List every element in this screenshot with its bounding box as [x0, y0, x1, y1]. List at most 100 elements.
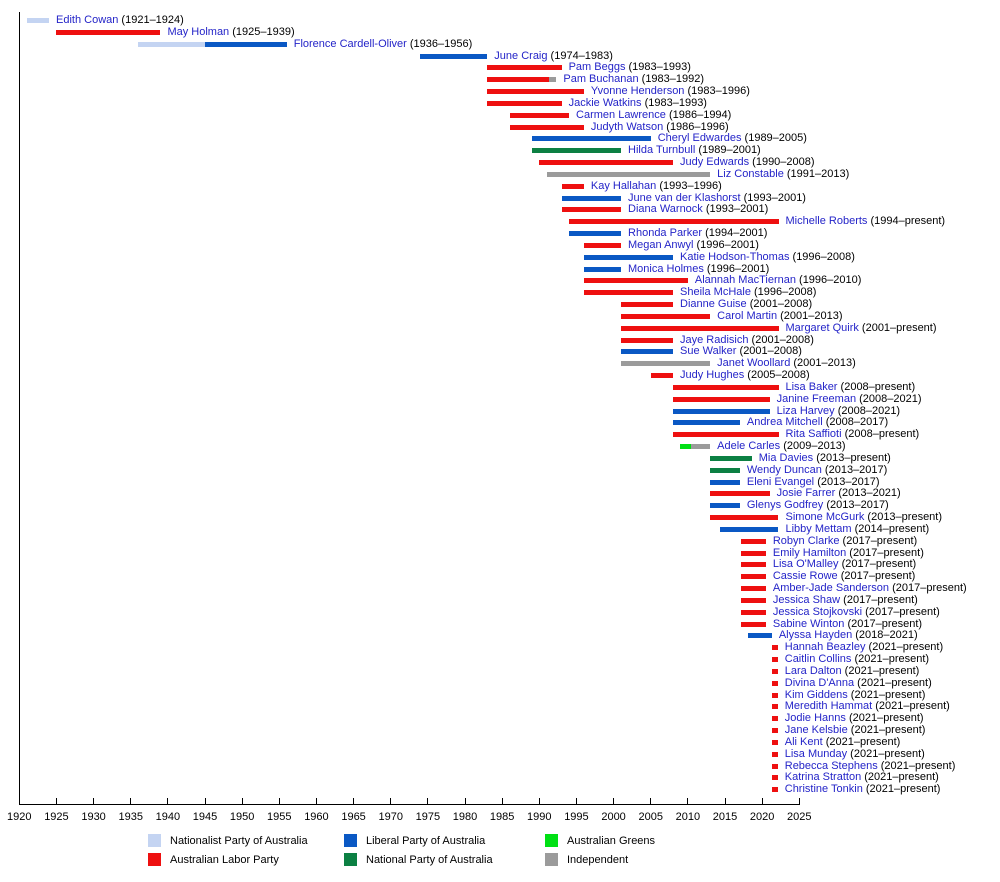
member-label: Janet Woollard (2001–2013) [717, 358, 856, 369]
member-years: (1983–1993) [641, 96, 707, 109]
member-name-link[interactable]: Wendy Duncan [746, 463, 822, 476]
timeline-row: Jaye Radisich (2001–2008) [0, 333, 1000, 346]
member-name-link[interactable]: Judy Hughes [680, 369, 745, 382]
axis-tick-label: 2015 [712, 811, 738, 823]
member-name-link[interactable]: Hilda Turnbull [628, 144, 696, 157]
member-name-link[interactable]: Ali Kent [784, 735, 823, 748]
member-name-link[interactable]: Jaye Radisich [680, 333, 749, 346]
member-name-link[interactable]: Rita Saffioti [785, 428, 842, 441]
member-name-link[interactable]: Alannah MacTiernan [694, 274, 796, 287]
member-name-link[interactable]: Christine Tonkin [784, 783, 863, 796]
member-name-link[interactable]: Michelle Roberts [785, 215, 868, 228]
member-name-link[interactable]: Mia Davies [758, 451, 814, 464]
member-name-link[interactable]: Diana Warnock [628, 203, 703, 216]
member-name-link[interactable]: Kim Giddens [784, 688, 848, 701]
member-name-link[interactable]: Cheryl Edwardes [657, 132, 742, 145]
member-name-link[interactable]: Jackie Watkins [568, 96, 642, 109]
member-name-link[interactable]: May Holman [167, 25, 230, 38]
member-name-link[interactable]: Carmen Lawrence [576, 108, 666, 121]
member-name-link[interactable]: Robyn Clarke [772, 534, 840, 547]
member-name-link[interactable]: Liza Harvey [776, 404, 835, 417]
member-name-link[interactable]: Megan Anwyl [628, 238, 694, 251]
member-name-link[interactable]: Adele Carles [717, 440, 781, 453]
member-name-link[interactable]: Katie Hodson-Thomas [680, 250, 790, 263]
member-name-link[interactable]: Liz Constable [717, 167, 784, 180]
member-name-link[interactable]: Pam Buchanan [563, 73, 639, 86]
member-name-link[interactable]: Judy Edwards [680, 156, 750, 169]
member-label: Eleni Evangel (2013–2017) [746, 475, 880, 488]
member-name-link[interactable]: Emily Hamilton [772, 546, 847, 559]
timeline-row: Alannah MacTiernan (1996–2010) [0, 275, 1000, 286]
member-name-link[interactable]: Meredith Hammat [784, 700, 873, 713]
timeline-row: Judy Hughes (2005–2008) [0, 370, 1000, 381]
member-name-link[interactable]: June van der Klashorst [628, 191, 741, 204]
member-years: (1936–1956) [406, 37, 473, 50]
member-name-link[interactable]: Lisa Baker [785, 380, 838, 393]
member-years: (2005–2008) [744, 369, 810, 382]
legend-label-nationalist: Nationalist Party of Australia [170, 835, 308, 847]
member-name-link[interactable]: Judyth Watson [590, 120, 664, 133]
member-name-link[interactable]: Edith Cowan [56, 14, 119, 26]
member-name-link[interactable]: Sabine Winton [772, 617, 845, 630]
member-label: Jaye Radisich (2001–2008) [680, 333, 814, 346]
member-name-link[interactable]: Hannah Beazley [784, 641, 866, 654]
axis-tick-label: 2020 [749, 811, 775, 823]
member-name-link[interactable]: Lisa O'Malley [772, 558, 839, 571]
member-years: (1990–2008) [749, 156, 815, 169]
member-years: (2021–present) [841, 664, 920, 677]
member-name-link[interactable]: Divina D'Anna [784, 676, 855, 689]
member-name-link[interactable]: Eleni Evangel [746, 475, 815, 488]
member-name-link[interactable]: Jodie Hanns [784, 712, 846, 725]
member-name-link[interactable]: Cassie Rowe [772, 570, 838, 583]
member-years: (1996–2008) [750, 286, 817, 299]
timeline-row: Megan Anwyl (1996–2001) [0, 238, 1000, 251]
axis-tick-label: 1975 [415, 811, 441, 823]
member-name-link[interactable]: Katrina Stratton [784, 771, 862, 784]
member-name-link[interactable]: Sheila McHale [680, 286, 751, 299]
member-name-link[interactable]: Florence Cardell-Oliver [293, 37, 407, 50]
timeline-row: Rhonda Parker (1994–2001) [0, 228, 1000, 239]
timeline-row: Jackie Watkins (1983–1993) [0, 96, 1000, 109]
timeline-row: Ali Kent (2021–present) [0, 735, 1000, 748]
member-name-link[interactable]: Rebecca Stephens [784, 759, 878, 772]
member-name-link[interactable]: Rhonda Parker [628, 227, 703, 240]
member-name-link[interactable]: Janine Freeman [776, 392, 857, 405]
member-name-link[interactable]: Andrea Mitchell [746, 416, 823, 429]
member-name-link[interactable]: Sue Walker [680, 345, 737, 358]
labor-bar-segment [673, 384, 779, 390]
member-name-link[interactable]: Janet Woollard [717, 357, 791, 370]
member-name-link[interactable]: Monica Holmes [628, 262, 704, 275]
member-name-link[interactable]: Josie Farrer [776, 487, 836, 500]
member-name-link[interactable]: Simone McGurk [785, 511, 865, 524]
timeline-row: Janine Freeman (2008–2021) [0, 392, 1000, 405]
timeline-row: Cassie Rowe (2017–present) [0, 571, 1000, 582]
member-name-link[interactable]: Jessica Shaw [772, 593, 841, 606]
labor-bar-segment [771, 657, 778, 663]
axis-tick-label: 1945 [192, 811, 218, 823]
axis-tick [427, 798, 429, 805]
member-name-link[interactable]: Alyssa Hayden [778, 629, 853, 642]
member-name-link[interactable]: Pam Beggs [568, 61, 626, 74]
member-name-link[interactable]: Caitlin Collins [784, 653, 852, 666]
member-name-link[interactable]: Amber-Jade Sanderson [772, 582, 890, 595]
member-name-link[interactable]: Yvonne Henderson [590, 85, 685, 97]
member-name-link[interactable]: Jane Kelsbie [784, 724, 848, 737]
axis-tick [538, 798, 540, 805]
member-name-link[interactable]: Jessica Stojkovski [772, 605, 863, 618]
member-name-link[interactable]: Glenys Godfrey [746, 499, 824, 512]
member-label: Christine Tonkin (2021–present) [785, 784, 941, 795]
member-years: (1993–2001) [702, 203, 769, 216]
member-name-link[interactable]: Lara Dalton [784, 664, 842, 677]
member-name-link[interactable]: Kay Hallahan [590, 179, 657, 192]
member-label: Josie Farrer (2013–2021) [777, 488, 901, 499]
member-name-link[interactable]: Dianne Guise [680, 298, 747, 311]
member-years: (1974–1983) [547, 49, 613, 62]
member-label: Lisa Baker (2008–present) [785, 380, 916, 393]
member-name-link[interactable]: Lisa Munday [784, 747, 848, 760]
member-name-link[interactable]: Libby Mettam [785, 522, 852, 535]
axis-tick [18, 798, 20, 805]
member-name-link[interactable]: Margaret Quirk [785, 321, 859, 334]
liberal-bar-segment [420, 53, 488, 59]
member-name-link[interactable]: Carol Martin [717, 309, 778, 322]
member-name-link[interactable]: June Craig [494, 49, 548, 62]
